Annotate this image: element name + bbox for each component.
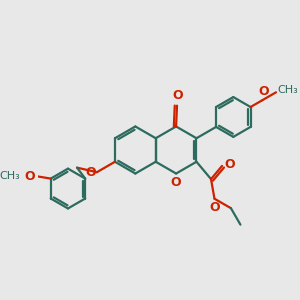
Text: O: O (258, 85, 268, 98)
Text: O: O (225, 158, 236, 171)
Text: O: O (171, 176, 182, 189)
Text: CH₃: CH₃ (278, 85, 298, 95)
Text: O: O (209, 201, 220, 214)
Text: CH₃: CH₃ (0, 171, 20, 181)
Text: O: O (25, 170, 35, 183)
Text: O: O (85, 166, 96, 179)
Text: O: O (172, 89, 183, 102)
